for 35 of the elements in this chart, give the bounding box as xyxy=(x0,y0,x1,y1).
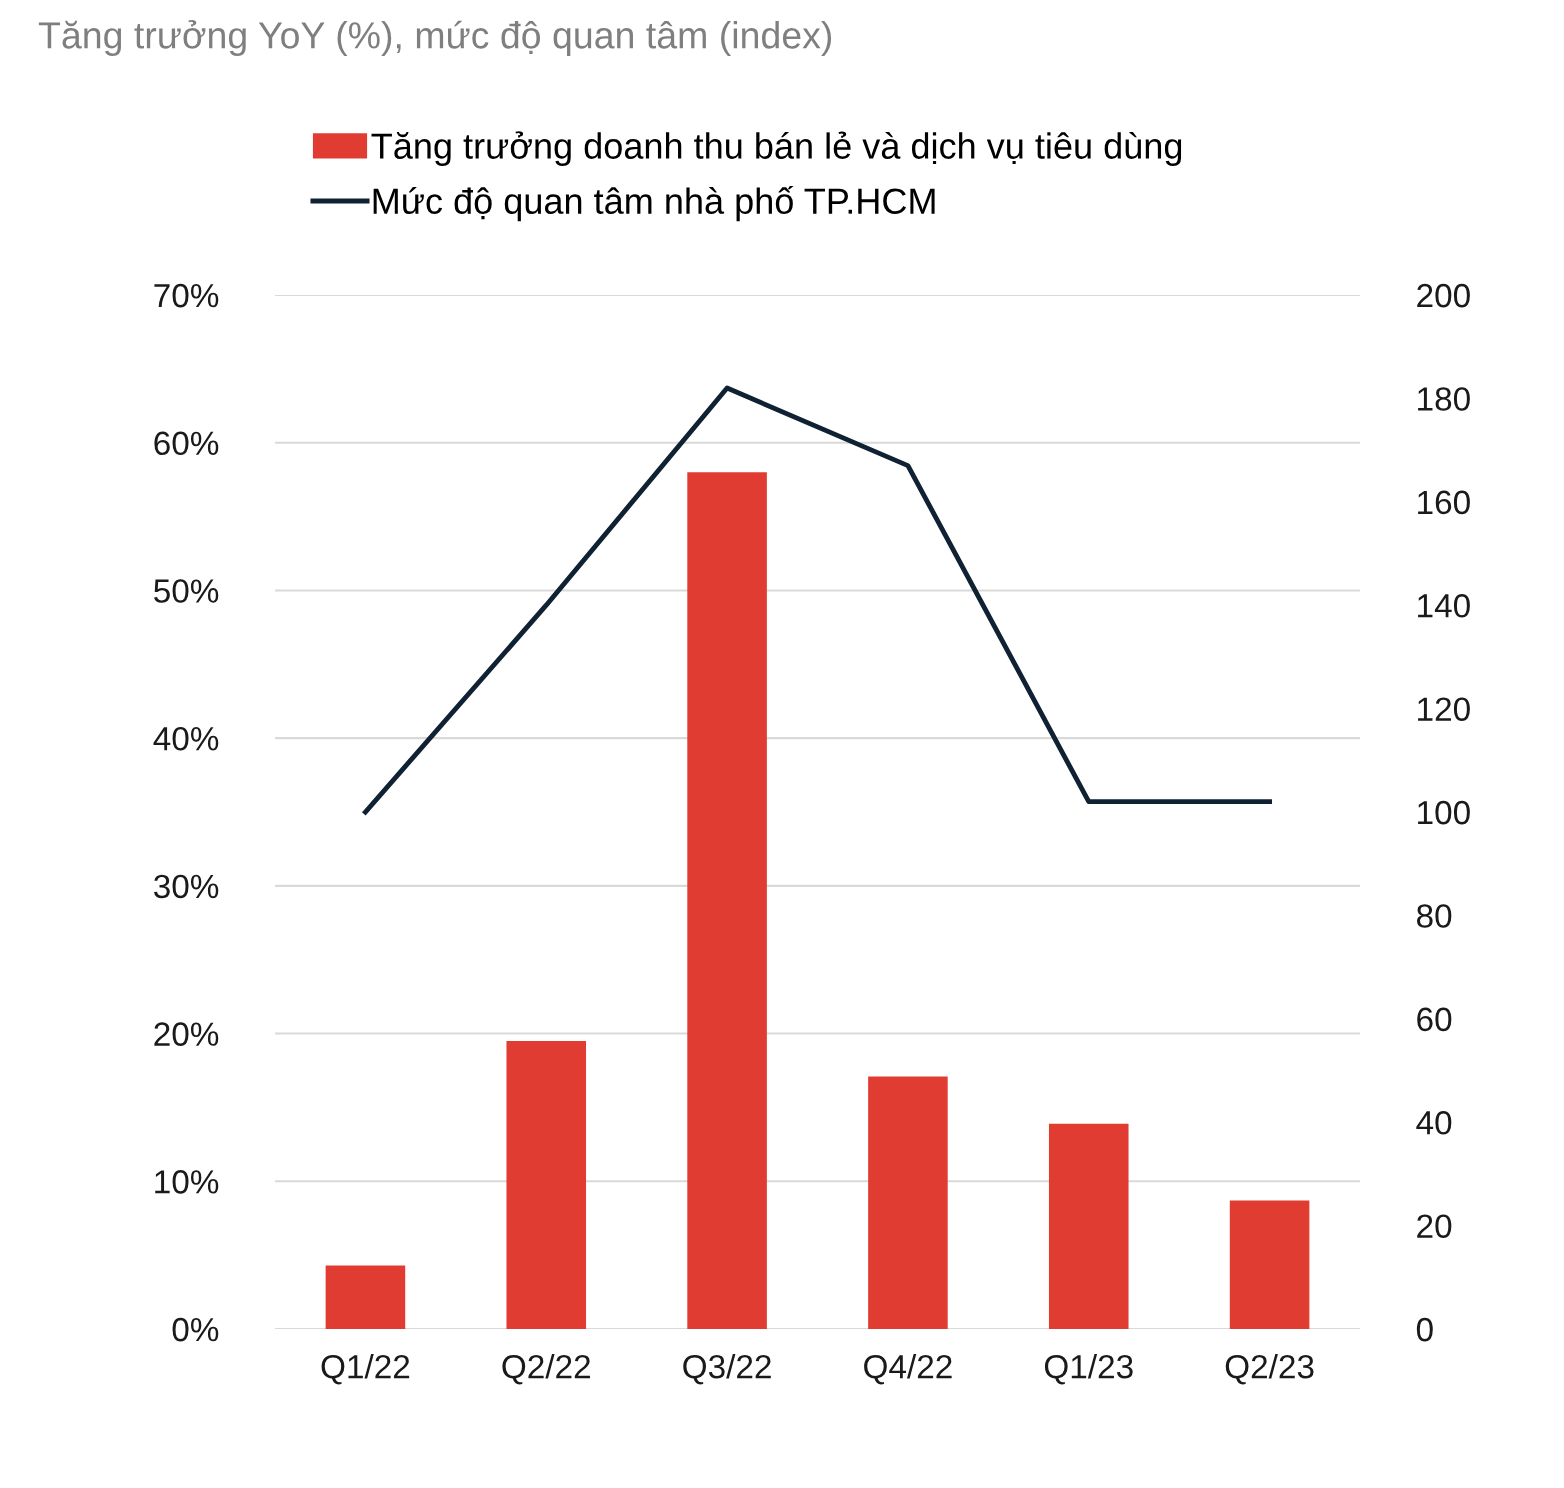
y2-tick-label: 180 xyxy=(1418,387,1470,411)
y2-tick-label: 40 xyxy=(1416,1111,1452,1135)
y2-tick-label: 120 xyxy=(1418,697,1470,722)
x-tick-label: Q1/22 xyxy=(321,1354,410,1385)
y-tick-label: 30% xyxy=(154,874,219,899)
bar xyxy=(687,472,767,1329)
y2-tick-label: 200 xyxy=(1417,283,1470,308)
x-tick-label: Q2/22 xyxy=(502,1354,590,1385)
x-tick-label: Q1/23 xyxy=(1044,1354,1133,1385)
y2-tick-label: 100 xyxy=(1418,800,1470,825)
bar xyxy=(325,1265,406,1329)
y2-tick-label: 60 xyxy=(1417,1007,1452,1032)
y2-tick-label: 80 xyxy=(1417,904,1452,928)
y-tick-label: 10% xyxy=(155,1170,219,1194)
y2-tick-label: 140 xyxy=(1418,594,1470,618)
x-tick-label: Q2/23 xyxy=(1225,1354,1314,1385)
y-tick-label: 20% xyxy=(154,1022,219,1046)
y-tick-label: 50% xyxy=(154,579,219,603)
line-series xyxy=(362,385,1273,815)
y2-tick-label: 0 xyxy=(1416,1317,1433,1342)
y-tick-label: 0% xyxy=(172,1317,219,1342)
chart-subtitle: Tăng trưởng YoY (%), mức độ quan tâm (index) xyxy=(38,19,832,57)
bar xyxy=(1048,1123,1129,1329)
y-tick-label: 60% xyxy=(154,431,219,456)
y2-tick-label: 160 xyxy=(1418,490,1470,515)
bar xyxy=(506,1040,587,1329)
bar xyxy=(868,1076,948,1329)
y2-tick-label: 20 xyxy=(1417,1214,1452,1239)
bar xyxy=(1229,1200,1310,1329)
x-tick-label: Q4/22 xyxy=(864,1354,952,1385)
y-tick-label: 40% xyxy=(153,726,219,751)
legend-label: Mức độ quan tâm nhà phố TP.HCM xyxy=(373,185,935,222)
x-tick-label: Q3/22 xyxy=(683,1354,771,1385)
y-tick-label: 70% xyxy=(154,283,219,308)
legend-label: Tăng trưởng doanh thu bán lẻ và dịch vụ tiêu dùng xyxy=(371,131,1182,167)
